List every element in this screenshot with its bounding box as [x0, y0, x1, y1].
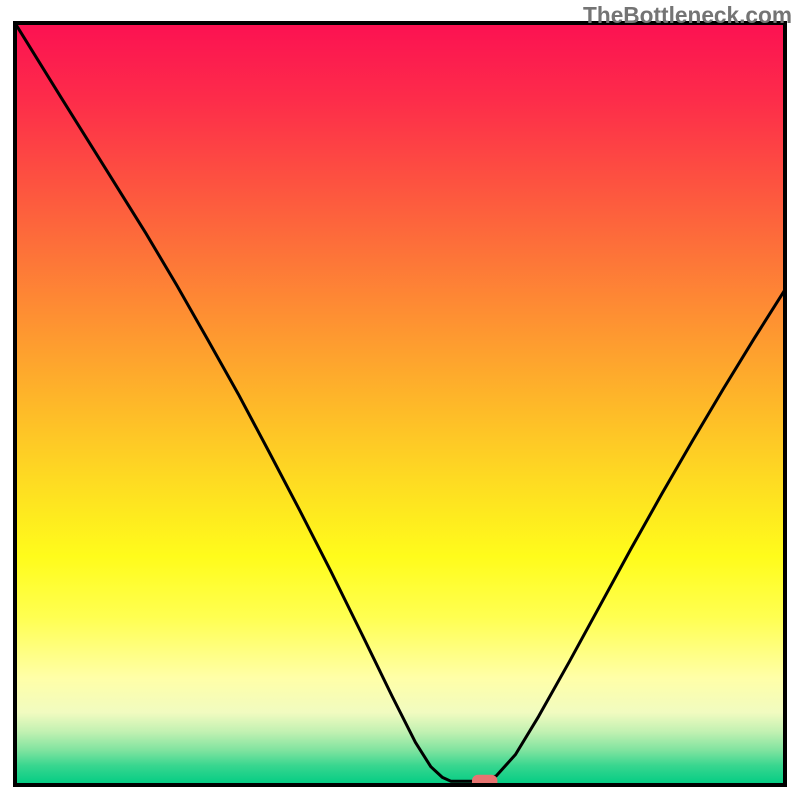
chart-container: TheBottleneck.com [0, 0, 800, 800]
optimal-marker [472, 775, 497, 789]
chart-background [15, 23, 785, 785]
attribution-text: TheBottleneck.com [583, 2, 792, 29]
bottleneck-chart [0, 0, 800, 800]
